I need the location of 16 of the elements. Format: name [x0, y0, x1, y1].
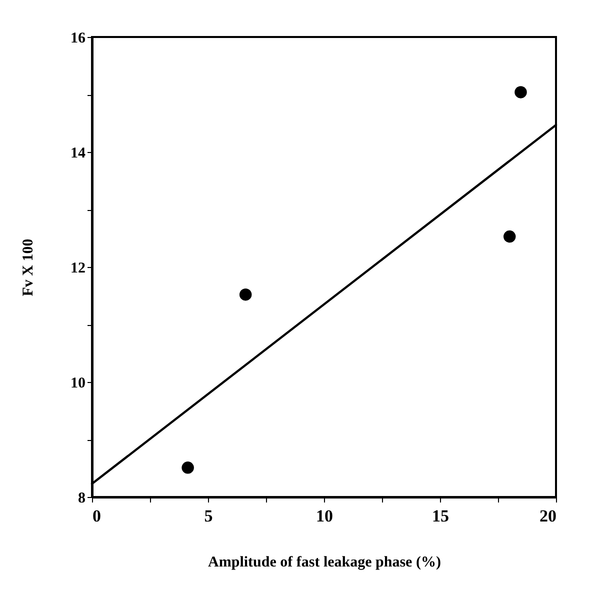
y-tick-label: 8	[78, 490, 86, 506]
x-axis-title: Amplitude of fast leakage phase (%)	[208, 554, 441, 570]
point	[239, 288, 252, 301]
x-tick-label: 15	[432, 506, 449, 526]
x-tick-label: 5	[204, 506, 213, 526]
x-tick-label: 10	[316, 506, 333, 526]
point	[503, 230, 516, 243]
point	[182, 462, 194, 474]
y-tick-label: 16	[70, 30, 86, 46]
x-tick-label: 20	[540, 506, 556, 526]
y-axis-title: Fv X 100	[20, 238, 36, 296]
y-tick-label: 10	[70, 376, 86, 392]
y-tick-label: 14	[70, 146, 86, 162]
point	[514, 86, 527, 98]
y-tick-label: 12	[70, 260, 86, 276]
x-tick-label: 0	[92, 506, 101, 526]
